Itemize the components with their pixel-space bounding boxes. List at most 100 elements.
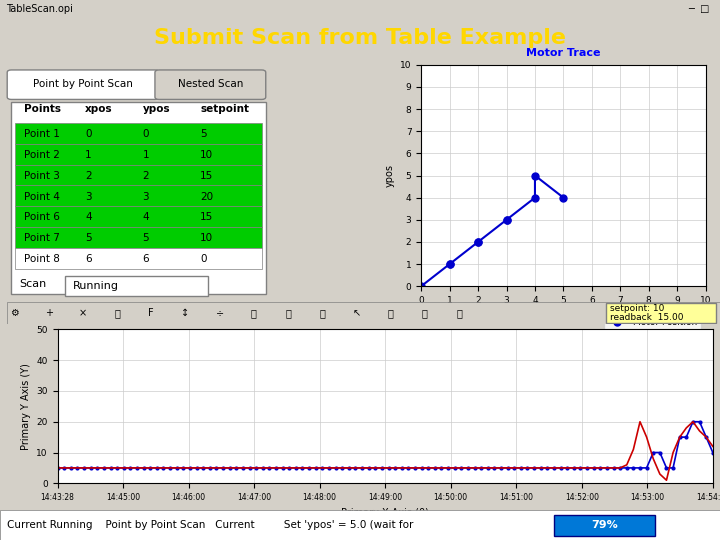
readback (179, 464, 188, 471)
Text: ✋: ✋ (320, 308, 325, 318)
Bar (606, 303, 716, 323)
Bar (15, 206, 261, 227)
setpoint (205, 464, 214, 471)
Line: readback: readback (58, 422, 713, 480)
Text: 15: 15 (200, 212, 213, 222)
setpoint (655, 449, 664, 456)
Text: Point 7: Point 7 (24, 233, 60, 244)
Text: ↖: ↖ (352, 308, 361, 318)
Text: 2: 2 (143, 171, 149, 181)
Legend: Motor Position: Motor Position (604, 314, 701, 330)
setpoint (53, 464, 62, 471)
Text: 5: 5 (143, 233, 149, 244)
readback (391, 464, 400, 471)
readback (708, 443, 717, 450)
Text: Point 3: Point 3 (24, 171, 60, 181)
Text: ×: × (78, 308, 87, 318)
Text: 🌊: 🌊 (388, 308, 394, 318)
FancyBboxPatch shape (7, 70, 159, 99)
Text: 6: 6 (85, 254, 92, 264)
Text: Nested Scan: Nested Scan (178, 79, 243, 89)
Bar (15, 165, 261, 185)
Text: 79%: 79% (591, 520, 618, 530)
Text: ↕: ↕ (181, 308, 189, 318)
Text: setpoint: 10: setpoint: 10 (610, 304, 664, 313)
Y-axis label: Primary Y Axis (Y): Primary Y Axis (Y) (21, 363, 31, 450)
Bar (15, 248, 261, 269)
Text: In workspace: In workspace (469, 156, 538, 166)
Text: 1: 1 (143, 150, 149, 160)
Text: 6: 6 (143, 254, 149, 264)
readback (53, 464, 62, 471)
Text: ÷: ÷ (215, 308, 224, 318)
Text: Running: Running (73, 281, 119, 291)
Legend: setpoint, readback: setpoint, readback (302, 519, 469, 537)
Text: 0: 0 (143, 129, 149, 139)
setpoint (179, 464, 188, 471)
Text: readback  15.00: readback 15.00 (610, 313, 683, 322)
Text: Point 1: Point 1 (24, 129, 60, 139)
FancyBboxPatch shape (430, 183, 575, 225)
Bar (65, 276, 208, 296)
Text: +: + (45, 308, 53, 318)
Bar (554, 515, 655, 536)
Text: 🔍: 🔍 (285, 308, 291, 318)
readback (636, 418, 644, 425)
X-axis label: Primary X Axis (0): Primary X Axis (0) (341, 508, 429, 517)
readback (662, 477, 671, 483)
Line: setpoint: setpoint (56, 420, 714, 469)
Text: Submit Scan from Table Example: Submit Scan from Table Example (154, 28, 566, 48)
Text: □: □ (444, 156, 454, 166)
Text: 🌊: 🌊 (422, 308, 428, 318)
Title: Motor Trace: Motor Trace (526, 49, 600, 58)
readback (444, 464, 452, 471)
Bar (15, 144, 261, 165)
FancyBboxPatch shape (155, 70, 266, 99)
Text: 📊: 📊 (114, 308, 120, 318)
Text: 20: 20 (200, 192, 213, 201)
Bar (12, 102, 266, 294)
Bar (15, 227, 261, 248)
FancyBboxPatch shape (430, 139, 575, 180)
Text: ⚙: ⚙ (10, 308, 19, 318)
Text: Submit Scan: Submit Scan (466, 107, 539, 117)
setpoint (688, 418, 697, 425)
Text: 5: 5 (85, 233, 92, 244)
FancyBboxPatch shape (430, 90, 575, 131)
Text: ypos: ypos (143, 104, 170, 114)
Text: Export to .csv file: Export to .csv file (451, 247, 554, 257)
Text: Points: Points (24, 104, 60, 114)
Text: 🔍: 🔍 (251, 308, 257, 318)
Text: 10: 10 (200, 150, 213, 160)
Bar (15, 123, 261, 144)
Text: 3: 3 (85, 192, 92, 201)
Text: Point by Point Scan: Point by Point Scan (33, 79, 133, 89)
Text: 4: 4 (143, 212, 149, 222)
Text: Point 6: Point 6 (24, 212, 60, 222)
Text: 3: 3 (143, 192, 149, 201)
Y-axis label: ypos: ypos (384, 164, 395, 187)
Text: Current Running    Point by Point Scan   Current         Set 'ypos' = 5.0 (wait : Current Running Point by Point Scan Curr… (7, 520, 413, 530)
Text: Point 8: Point 8 (24, 254, 60, 264)
Text: 🔒: 🔒 (456, 308, 462, 318)
X-axis label: xpos: xpos (552, 310, 575, 320)
Text: 15: 15 (200, 171, 213, 181)
Text: TableScan.opi: TableScan.opi (6, 4, 73, 15)
Text: Point 2: Point 2 (24, 150, 60, 160)
Text: 5: 5 (200, 129, 207, 139)
Text: Scan: Scan (19, 279, 47, 289)
setpoint (708, 449, 717, 456)
setpoint (444, 464, 452, 471)
Text: 10: 10 (200, 233, 213, 244)
Text: 2: 2 (85, 171, 92, 181)
Text: F: F (148, 308, 154, 318)
Text: setpoint: setpoint (200, 104, 249, 114)
Text: 0: 0 (200, 254, 207, 264)
Bar (15, 185, 261, 206)
readback (669, 449, 678, 456)
Text: ─  □: ─ □ (688, 4, 709, 15)
readback (688, 418, 697, 425)
Text: Load from .csv ...: Load from .csv ... (451, 200, 554, 210)
Text: 0: 0 (85, 129, 91, 139)
Text: 1: 1 (85, 150, 92, 160)
